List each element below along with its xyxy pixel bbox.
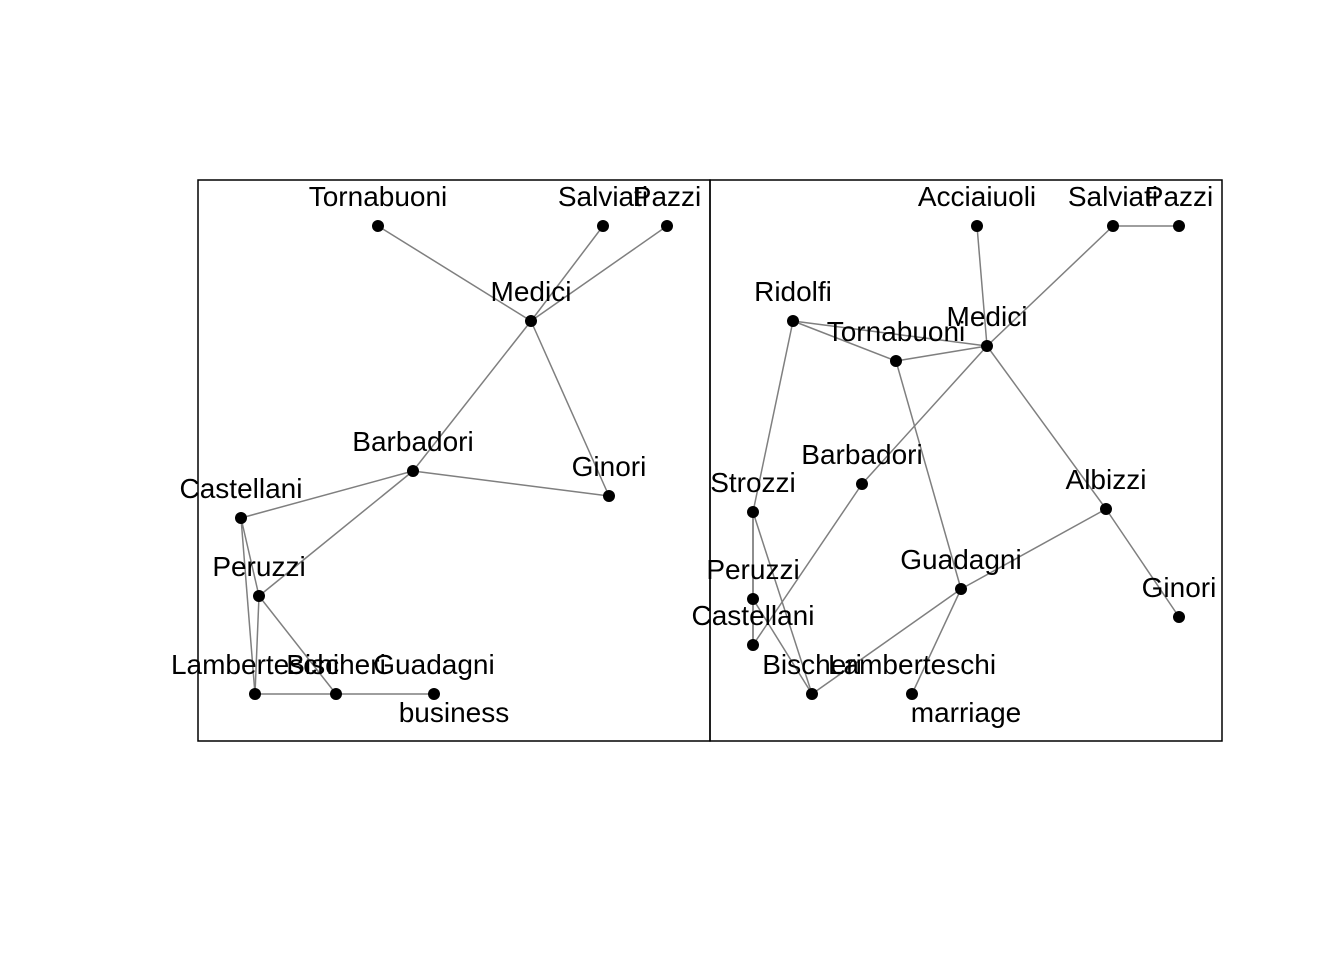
business-edge-medici-barbadori	[412, 320, 532, 472]
marriage-edge-medici-barbadori	[861, 345, 988, 485]
marriage-node-ridolfi	[787, 315, 799, 327]
marriage-edge-guadagni-bischeri	[811, 588, 962, 695]
marriage-edge-barbadori-castellani	[752, 483, 863, 646]
marriage-node-label-lamberteschi: Lamberteschi	[828, 649, 996, 680]
business-node-ginori	[603, 490, 615, 502]
marriage-edge-albizzi-guadagni	[960, 508, 1107, 590]
marriage-node-label-peruzzi: Peruzzi	[706, 554, 799, 585]
business-node-peruzzi	[253, 590, 265, 602]
business-node-label-bischeri: Bischeri	[286, 649, 386, 680]
business-node-pazzi	[661, 220, 673, 232]
business-nodes	[235, 220, 673, 700]
business-node-label-pazzi: Pazzi	[633, 181, 701, 212]
business-node-guadagni	[428, 688, 440, 700]
marriage-node-bischeri	[806, 688, 818, 700]
business-edge-peruzzi-bischeri	[258, 595, 337, 695]
business-node-label-ginori: Ginori	[572, 451, 647, 482]
business-edge-pazzi-medici	[530, 225, 668, 322]
business-node-label-guadagni: Guadagni	[373, 649, 494, 680]
business-edge-barbadori-ginori	[412, 470, 610, 497]
marriage-node-label-strozzi: Strozzi	[710, 467, 796, 498]
marriage-node-guadagni	[955, 583, 967, 595]
business-node-label-barbadori: Barbadori	[352, 426, 473, 457]
marriage-node-tornabuoni	[890, 355, 902, 367]
marriage-node-medici	[981, 340, 993, 352]
marriage-node-label-bischeri: Bischeri	[762, 649, 862, 680]
business-node-label-tornabuoni: Tornabuoni	[309, 181, 448, 212]
marriage-node-label-ridolfi: Ridolfi	[754, 276, 832, 307]
business-node-label-medici: Medici	[491, 276, 572, 307]
marriage-edge-albizzi-ginori	[1105, 508, 1180, 618]
marriage-node-label-castellani: Castellani	[692, 600, 815, 631]
business-edge-barbadori-peruzzi	[258, 470, 414, 597]
marriage-node-label-guadagni: Guadagni	[900, 544, 1021, 575]
business-edge-castellani-lamberteschi	[240, 517, 256, 695]
business-node-medici	[525, 315, 537, 327]
business-edge-medici-ginori	[530, 320, 610, 497]
marriage-edges	[752, 225, 1180, 695]
marriage-node-barbadori	[856, 478, 868, 490]
business-edge-barbadori-castellani	[240, 470, 414, 519]
marriage-node-label-barbadori: Barbadori	[801, 439, 922, 470]
marriage-panel-frame	[709, 179, 1223, 742]
marriage-edge-medici-albizzi	[986, 345, 1107, 510]
business-edges	[240, 225, 668, 695]
marriage-edge-ridolfi-medici	[792, 320, 988, 347]
marriage-edge-tornabuoni-medici	[895, 345, 988, 362]
marriage-node-acciaiuoli	[971, 220, 983, 232]
marriage-node-label-medici: Medici	[947, 301, 1028, 332]
marriage-edge-guadagni-lamberteschi	[911, 588, 962, 695]
marriage-node-label-ginori: Ginori	[1142, 572, 1217, 603]
marriage-edge-ridolfi-tornabuoni	[792, 320, 897, 362]
marriage-node-strozzi	[747, 506, 759, 518]
business-node-barbadori	[407, 465, 419, 477]
marriage-node-ginori	[1173, 611, 1185, 623]
marriage-edge-peruzzi-bischeri	[752, 598, 813, 695]
business-node-label-peruzzi: Peruzzi	[212, 551, 305, 582]
marriage-edge-tornabuoni-guadagni	[895, 360, 962, 590]
business-node-lamberteschi	[249, 688, 261, 700]
business-node-tornabuoni	[372, 220, 384, 232]
business-edge-castellani-peruzzi	[240, 517, 260, 597]
marriage-node-label-salviati: Salviati	[1068, 181, 1158, 212]
business-node-castellani	[235, 512, 247, 524]
business-edge-peruzzi-lamberteschi	[254, 595, 260, 695]
business-edge-salviati-medici	[530, 225, 604, 322]
marriage-node-albizzi	[1100, 503, 1112, 515]
business-node-label-lamberteschi: Lamberteschi	[171, 649, 339, 680]
marriage-node-peruzzi	[747, 593, 759, 605]
marriage-node-label-tornabuoni: Tornabuoni	[827, 316, 966, 347]
marriage-node-label-acciaiuoli: Acciaiuoli	[918, 181, 1036, 212]
business-node-label-salviati: Salviati	[558, 181, 648, 212]
marriage-node-label-albizzi: Albizzi	[1066, 464, 1147, 495]
marriage-node-label-pazzi: Pazzi	[1145, 181, 1213, 212]
business-node-label-castellani: Castellani	[180, 473, 303, 504]
business-edge-tornabuoni-medici	[377, 225, 532, 322]
business-node-bischeri	[330, 688, 342, 700]
marriage-node-lamberteschi	[906, 688, 918, 700]
marriage-node-salviati	[1107, 220, 1119, 232]
marriage-node-castellani	[747, 639, 759, 651]
marriage-panel-caption: marriage	[911, 697, 1021, 728]
business-panel-caption: business	[399, 697, 510, 728]
marriage-edge-salviati-medici	[986, 225, 1114, 347]
marriage-node-pazzi	[1173, 220, 1185, 232]
marriage-edge-ridolfi-strozzi	[752, 320, 794, 513]
business-node-salviati	[597, 220, 609, 232]
marriage-edge-acciaiuoli-medici	[976, 225, 988, 347]
marriage-nodes	[747, 220, 1185, 700]
marriage-edge-strozzi-bischeri	[752, 511, 813, 695]
